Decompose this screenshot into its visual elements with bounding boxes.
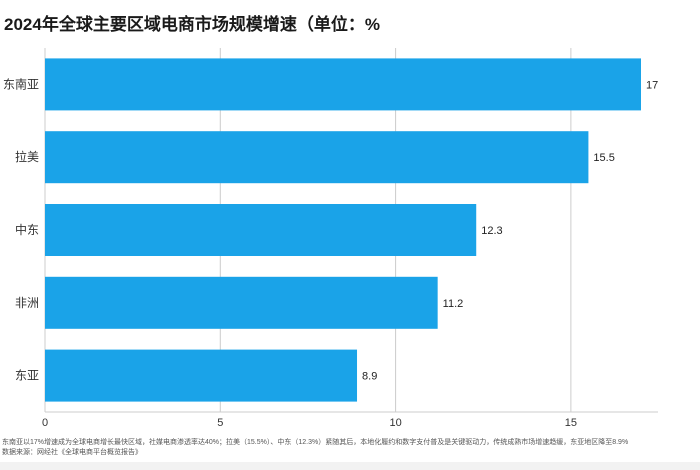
bar-3	[45, 204, 477, 256]
labels: 东南亚 17 拉美 15.5 中东 12.3 非洲 11.2 东亚 8.9	[3, 76, 658, 382]
x-tick-label: 5	[217, 417, 223, 429]
x-tick-label: 0	[42, 417, 48, 429]
value-label: 8.9	[362, 371, 377, 383]
category-label: 东南亚	[3, 76, 39, 91]
x-tick-label: 10	[389, 417, 401, 429]
value-label: 11.2	[443, 298, 464, 310]
category-label: 东亚	[15, 369, 39, 383]
x-axis-ticks: 0 5 10 15	[42, 417, 577, 429]
footnote: 东南亚以17%增速成为全球电商增长最快区域，社媒电商渗透率达40%；拉美（15.…	[2, 438, 698, 458]
category-label: 非洲	[15, 296, 39, 310]
bar-4	[45, 276, 438, 329]
category-label: 中东	[15, 222, 39, 237]
category-label: 拉美	[15, 149, 39, 164]
x-tick-label: 15	[565, 417, 577, 429]
bar-5	[45, 349, 358, 402]
value-label: 15.5	[593, 152, 614, 164]
bar-1	[45, 58, 641, 111]
footnote-source: 数据来源：网经社《全球电商平台概览报告》	[2, 449, 142, 456]
value-label: 17	[646, 79, 658, 91]
footer-bar	[0, 462, 700, 470]
bars	[45, 58, 641, 402]
value-label: 12.3	[481, 225, 502, 237]
chart-title: 2024年全球主要区域电商市场规模增速（单位：%	[4, 15, 380, 34]
footnote-line-1: 东南亚以17%增速成为全球电商增长最快区域，社媒电商渗透率达40%；拉美（15.…	[2, 439, 629, 446]
bar-2	[45, 131, 589, 184]
